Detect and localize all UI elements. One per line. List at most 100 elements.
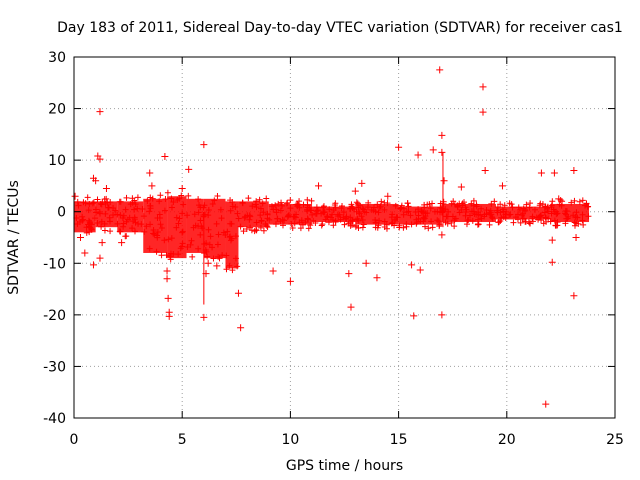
data-band-marker <box>82 200 89 207</box>
data-band-segment <box>203 198 226 259</box>
data-band-marker <box>226 262 233 269</box>
data-band-marker <box>144 198 151 205</box>
data-band-marker <box>570 212 577 219</box>
data-band-marker <box>258 217 265 224</box>
data-point <box>550 169 558 177</box>
data-band-marker <box>428 218 435 225</box>
data-band-marker <box>554 219 561 226</box>
data-band-marker <box>179 229 186 236</box>
data-band-marker <box>168 204 175 211</box>
data-band-marker <box>309 211 316 218</box>
data-band-marker <box>243 225 250 232</box>
data-point <box>438 231 446 239</box>
data-band-marker <box>189 253 196 260</box>
data-band-marker <box>383 225 390 232</box>
y-tick-label: 10 <box>48 153 66 169</box>
data-band-marker <box>296 198 303 205</box>
data-band-marker <box>146 245 153 252</box>
data-band-marker <box>195 209 202 216</box>
data-band-marker <box>83 229 90 236</box>
data-band-marker <box>562 208 569 214</box>
data-band-marker <box>173 214 180 221</box>
data-band-marker <box>440 198 447 205</box>
data-band-marker <box>237 223 244 230</box>
data-band-marker <box>389 219 396 226</box>
data-band-marker <box>330 222 337 229</box>
data-band-marker <box>274 215 281 222</box>
data-band-marker <box>523 201 530 208</box>
data-band-marker <box>343 213 350 220</box>
data-band-marker <box>268 203 275 210</box>
data-band-marker <box>503 208 510 215</box>
data-point <box>395 143 403 151</box>
data-band-marker <box>164 189 171 196</box>
data-band-marker <box>299 221 306 228</box>
data-band-marker <box>501 202 508 209</box>
data-band-marker <box>131 228 138 235</box>
data-band-marker <box>537 200 544 207</box>
data-band-marker <box>319 221 326 228</box>
data-point <box>269 267 277 275</box>
data-band-marker <box>463 221 470 228</box>
data-band-marker <box>539 201 546 208</box>
data-band-marker <box>134 194 141 201</box>
chart-title: Day 183 of 2011, Sidereal Day-to-day VTE… <box>57 20 623 36</box>
data-band-marker <box>287 197 294 204</box>
data-band-marker <box>85 207 92 214</box>
data-band-marker <box>364 204 371 211</box>
data-band-marker <box>573 220 580 227</box>
data-point <box>408 261 416 269</box>
data-band-marker <box>277 218 284 225</box>
data-band-marker <box>173 224 180 231</box>
data-band-marker <box>378 198 385 205</box>
data-band-marker <box>494 207 501 214</box>
data-band-marker <box>313 204 320 211</box>
data-band-marker <box>94 220 101 227</box>
data-point <box>237 324 245 332</box>
data-band-marker <box>87 224 94 231</box>
data-band-marker <box>209 201 216 208</box>
data-point <box>345 270 353 278</box>
data-band-marker <box>354 215 361 222</box>
data-band-marker <box>126 214 133 221</box>
data-band-marker <box>551 217 558 224</box>
data-band-marker <box>537 213 544 220</box>
data-point <box>570 292 578 300</box>
data-band-marker <box>184 212 191 219</box>
data-band-marker <box>240 228 247 235</box>
data-band-marker <box>110 204 117 211</box>
data-band-marker <box>375 209 382 216</box>
data-band-marker <box>579 217 586 224</box>
data-band-marker <box>331 202 338 209</box>
x-tick-label: 15 <box>390 432 408 448</box>
x-tick-label: 0 <box>70 432 79 448</box>
data-band-marker <box>542 214 549 221</box>
data-point <box>537 169 545 177</box>
data-band-marker <box>170 199 177 206</box>
data-band-marker <box>473 201 480 208</box>
data-band-marker <box>103 195 110 202</box>
data-band-marker <box>168 235 175 242</box>
data-point <box>479 108 487 116</box>
data-band-marker <box>154 229 161 236</box>
data-band-marker <box>304 204 311 211</box>
data-point <box>429 146 437 154</box>
data-band-marker <box>325 219 332 226</box>
data-band-marker <box>197 217 204 224</box>
data-band-marker <box>279 202 286 209</box>
data-band-marker <box>338 205 345 212</box>
data-point <box>148 182 156 190</box>
data-band-marker <box>470 197 477 204</box>
data-band-marker <box>167 253 174 260</box>
data-band-marker <box>418 208 425 215</box>
data-band-marker <box>157 192 164 199</box>
data-band-marker <box>550 206 557 213</box>
data-band-marker <box>329 211 336 218</box>
data-band-marker <box>291 220 298 227</box>
data-band-marker <box>134 205 141 212</box>
data-band-marker <box>257 212 264 219</box>
data-band-marker <box>481 213 488 220</box>
y-tick-label: 0 <box>57 205 66 221</box>
data-band-marker <box>277 207 284 214</box>
data-band-marker <box>253 227 260 234</box>
